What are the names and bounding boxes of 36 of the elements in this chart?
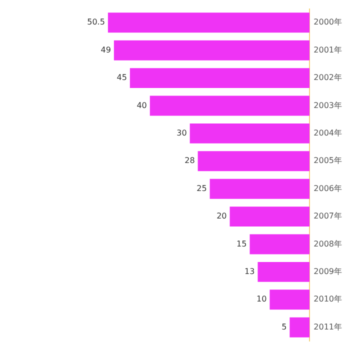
bar <box>250 234 310 254</box>
data-label: 40 <box>136 100 147 110</box>
y-tick-label: 2005年 <box>314 156 342 166</box>
bar <box>190 123 310 144</box>
data-label: 28 <box>184 156 195 166</box>
y-tick-label: 2002年 <box>314 73 342 82</box>
bar <box>270 290 310 310</box>
bar <box>114 40 310 60</box>
y-tick-label: 2008年 <box>314 239 342 248</box>
y-tick-label: 2010年 <box>314 294 342 304</box>
y-tick-label: 2009年 <box>314 267 342 276</box>
data-label: 5 <box>282 322 287 332</box>
y-tick-label: 2000年 <box>314 18 342 27</box>
data-label: 50.5 <box>87 18 105 27</box>
bar <box>230 206 310 227</box>
data-label: 20 <box>216 212 227 221</box>
bar <box>198 151 310 172</box>
y-tick-label: 2004年 <box>314 128 342 138</box>
data-label: 10 <box>256 294 267 304</box>
bar <box>150 96 310 116</box>
bar <box>210 178 310 199</box>
y-tick-label: 2001年 <box>314 45 342 54</box>
bar <box>290 317 310 338</box>
data-label: 49 <box>100 45 111 54</box>
data-label: 15 <box>236 239 247 248</box>
y-tick-label: 2003年 <box>314 100 342 110</box>
data-label: 30 <box>176 128 187 138</box>
data-label: 13 <box>244 267 255 276</box>
bar <box>108 12 310 33</box>
bar <box>130 68 310 88</box>
y-tick-label: 2007年 <box>314 212 342 221</box>
y-tick-label: 2011年 <box>314 322 342 332</box>
y-tick-label: 2006年 <box>314 184 342 193</box>
data-label: 25 <box>196 184 207 193</box>
data-label: 45 <box>116 73 127 82</box>
bar <box>258 262 310 282</box>
